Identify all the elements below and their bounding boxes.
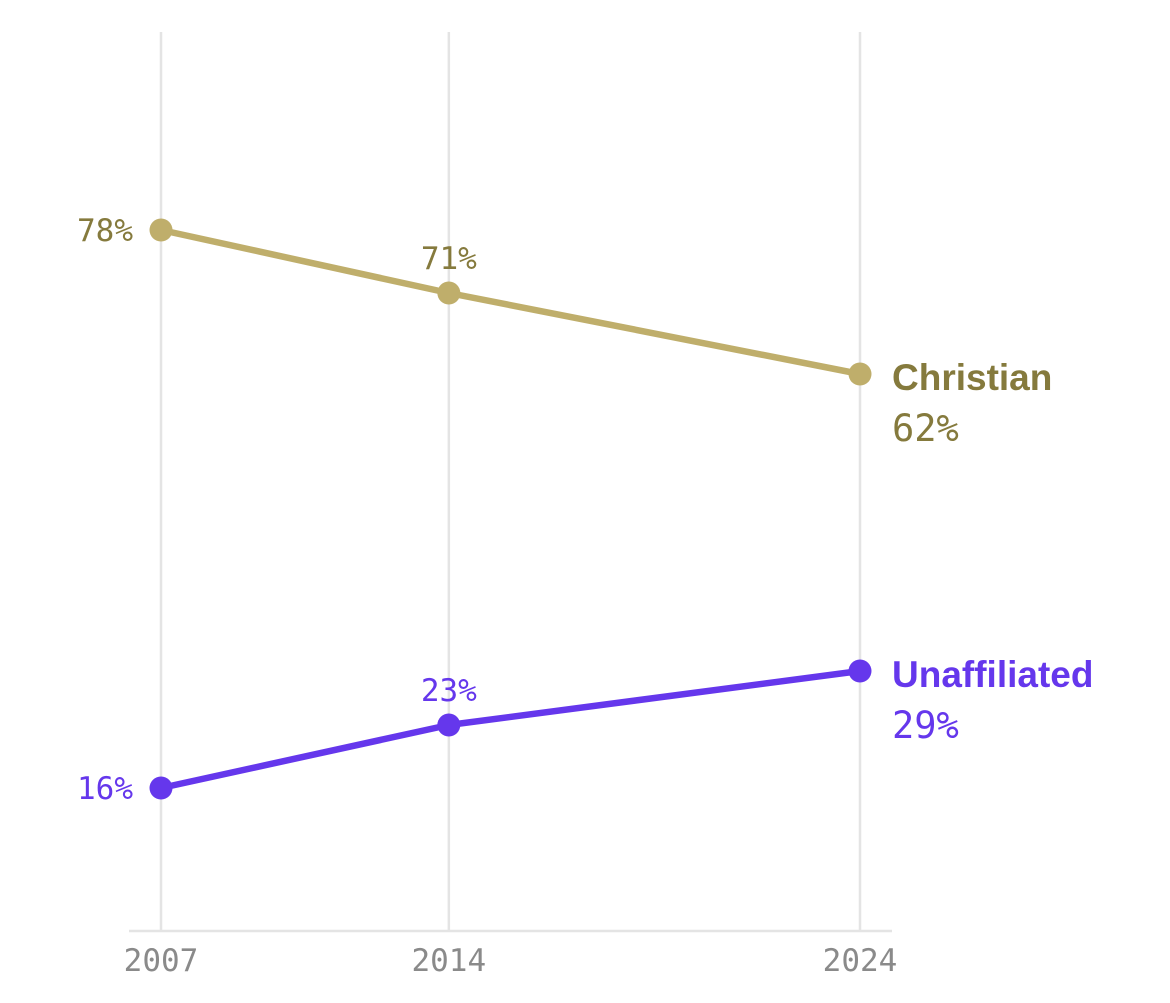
data-point [437, 713, 461, 737]
data-point [437, 281, 461, 305]
point-label: 78% [77, 213, 133, 249]
series-layer: 78% 71% Christian 62% 16% 23% Unaffiliated 29% [77, 213, 1093, 807]
data-point [149, 218, 173, 242]
series-christian: 78% 71% Christian 62% [77, 213, 1052, 450]
series-name-label: Christian [892, 357, 1052, 398]
point-label: 23% [421, 673, 477, 709]
data-point [848, 659, 872, 683]
series-line [157, 667, 864, 792]
series-line [157, 226, 864, 378]
series-name-label: Unaffiliated [892, 654, 1093, 695]
point-label: 71% [421, 241, 477, 277]
point-label: 16% [77, 771, 133, 807]
x-tick-label: 2024 [823, 943, 898, 979]
data-point [149, 776, 173, 800]
series-unaffiliated: 16% 23% Unaffiliated 29% [77, 654, 1093, 807]
point-label: 62% [892, 407, 959, 450]
x-axis-tick-labels: 2007 2014 2024 [124, 943, 898, 979]
vertical-gridlines [159, 32, 862, 931]
data-point [848, 362, 872, 386]
x-tick-label: 2014 [411, 943, 486, 979]
point-label: 29% [892, 704, 959, 747]
x-tick-label: 2007 [124, 943, 199, 979]
